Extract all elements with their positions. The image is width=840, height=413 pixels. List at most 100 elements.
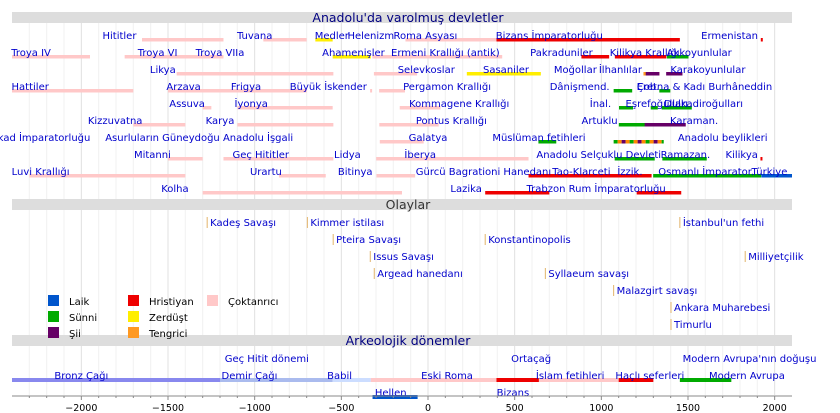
section-title: Anadolu'da varolmuş devletler <box>312 10 504 25</box>
legend-coktanr-c-swatch <box>207 295 218 306</box>
event-kimmer-istilas-label: Kimmer istilası <box>310 218 384 229</box>
state-sasaniler-label: Sasaniler <box>483 65 530 76</box>
event-timurlu-label: Timurlu <box>673 320 712 331</box>
state-ermenistan-label: Ermenistan <box>701 31 758 42</box>
event-ankara-muharebesi-label: Ankara Muharebesi <box>674 303 770 314</box>
state-ahamenisler-bar <box>332 55 371 59</box>
state-artuklu-label: Artuklu <box>582 116 618 127</box>
state-frigya-label: Frigya <box>231 82 261 93</box>
state-troya-viia-bar <box>202 55 224 59</box>
state-bizans-imparatorlugu-label: Bizans İmparatorluğu <box>496 29 603 42</box>
state-assuva-label: Assuva <box>169 99 205 110</box>
state-iyonya-label: İyonya <box>235 97 268 110</box>
state-lazika-bar <box>485 191 550 195</box>
x-tick-label: 2000 <box>763 403 787 413</box>
state-anadolu-selcuklu-devleti-label: Anadolu Selçuklu Devleti <box>536 150 661 161</box>
period-modern-avrupa-bar <box>679 378 732 382</box>
period-hacl-seferleri-label: Haçlı seferleri <box>615 371 684 382</box>
period-hellen-label: Hellen <box>375 388 407 399</box>
state-izzik-bar <box>625 174 652 178</box>
legend-sunni-label: Sünni <box>69 313 97 324</box>
state-likya-label: Likya <box>150 65 176 76</box>
state-lidya-bar <box>306 157 334 161</box>
state-kilikya-label: Kilikya <box>726 150 758 161</box>
period-gec-hitit-donemi-label: Geç Hitit dönemi <box>225 354 309 365</box>
x-tick-label: 500 <box>506 403 524 413</box>
state-buyuk-iskender-bar <box>370 89 373 93</box>
state-kolha-bar <box>202 191 402 195</box>
state-eretna-kad-burhaneddin-label: Eretna & Kadı Burhâneddin <box>637 81 773 93</box>
state-cob-label: Çob. <box>637 82 660 93</box>
state-roma-asyas-label: Roma Asyası <box>394 31 458 42</box>
period-bizans-label: Bizans <box>497 388 530 399</box>
state-trabzon-rum-imparatorlugu-label: Trabzon Rum İmparatorluğu <box>526 182 666 195</box>
state-kilikya-bar <box>760 157 763 161</box>
event-milliyetcilik-label: Milliyetçilik <box>748 252 804 263</box>
x-tick-label: 0 <box>425 403 431 413</box>
state-galatya-bar <box>379 140 424 144</box>
event-pteira-savas-label: Pteira Savaşı <box>336 235 401 246</box>
state-helenizm-label: Helenizm <box>347 31 394 42</box>
state-tuvana-bar <box>263 38 307 42</box>
state-akkoyunlular-label: Akkoyunlular <box>667 48 733 59</box>
event-malazgirt-savas-label: Malazgirt savaşı <box>617 286 698 297</box>
state-gec-hititler-bar <box>223 157 307 161</box>
period-hacl-seferleri-bar <box>618 378 654 382</box>
state-iyonya-bar <box>237 106 333 110</box>
state-inal-label: İnal. <box>590 97 611 110</box>
state-musluman-fetihleri-bar <box>538 140 557 144</box>
state-turkiye-bar <box>761 174 792 178</box>
x-tick-label: −1500 <box>152 403 184 413</box>
state-pontus-krall-g-bar <box>379 123 439 127</box>
state-troya-iv-bar <box>12 55 90 59</box>
legend-hristiyan-swatch <box>128 295 139 306</box>
state-anadolu-beylikleri-bar <box>625 140 630 144</box>
period-modern-avrupa-n-n-dogusu-label: Modern Avrupa'nın doğuşu <box>683 353 817 365</box>
state-kilikya-krall-g-bar <box>614 55 667 59</box>
state-karakoyunlular-bar <box>666 72 683 76</box>
state-lazika-label: Lazika <box>450 184 481 195</box>
state-ilhanl-lar-bar <box>645 72 660 76</box>
legend: Laik Hristiyan Çoktanrıcı Sünni Zerdüşt Şii Te… <box>48 295 278 340</box>
event-istanbul-un-fethi-label: İstanbul'un fethi <box>683 216 764 229</box>
state-troya-vi-bar <box>124 55 203 59</box>
state-galatya-label: Galatya <box>409 133 448 144</box>
state-tuvana-label: Tuvana <box>236 31 272 42</box>
x-tick-label: −1000 <box>239 403 271 413</box>
state-pakraduniler-bar <box>581 55 610 59</box>
legend-tengrici-label: Tengrici <box>148 329 187 340</box>
state-iberya-label: İberya <box>404 148 436 161</box>
state-troya-viia-label: Troya VIIa <box>195 48 245 59</box>
state-pergamon-krall-g-bar <box>379 89 405 93</box>
state-ahamenisler-label: Ahamenişler <box>322 48 385 59</box>
state-asurlular-n-guneydogu-anadolu-isgali-label: Asurluların Güneydoğu Anadolu İşgali <box>105 131 293 144</box>
timeline-bars <box>12 38 792 399</box>
state-anadolu-beylikleri-bar <box>661 140 664 144</box>
state-gurcu-bagrationi-hanedan-bar <box>528 174 642 178</box>
state-karaman-label: Karaman. <box>670 116 718 127</box>
state-dulkadirogullar-label: Dulkadiroğulları <box>664 98 743 110</box>
state-selevkoslar-label: Selevkoslar <box>398 65 456 76</box>
state-arzava-label: Arzava <box>166 82 200 93</box>
state-danismend-label: Dânişmend. <box>550 81 610 93</box>
state-luvi-krall-g-bar <box>29 174 186 178</box>
legend-zerdust-label: Zerdüşt <box>149 313 188 324</box>
period-babil-label: Babil <box>327 371 352 382</box>
state-bitinya-label: Bitinya <box>338 167 373 178</box>
period-islam-fetihleri-label: İslam fetihleri <box>536 369 605 382</box>
state-ermenistan-bar <box>760 38 763 42</box>
state-medler-label: Medler <box>315 31 350 42</box>
event-konstantinopolis-label: Konstantinopolis <box>488 235 571 246</box>
state-hititler-label: Hititler <box>102 31 137 42</box>
state-anadolu-beylikleri-bar <box>641 140 646 144</box>
state-bizans-imparatorlugu-bar <box>496 38 680 42</box>
event-issus-savas-label: Issus Savaşı <box>373 252 434 263</box>
state-mitanni-bar <box>168 157 203 161</box>
event-syllaeum-savas-label: Syllaeum savaşı <box>548 269 629 280</box>
state-karya-bar <box>237 123 334 127</box>
state-ermeni-krall-g-antik-label: Ermeni Krallığı (antik) <box>391 47 500 59</box>
state-frigya-bar <box>220 89 307 93</box>
state-medler-bar <box>315 38 333 42</box>
state-bitinya-bar <box>376 174 416 178</box>
